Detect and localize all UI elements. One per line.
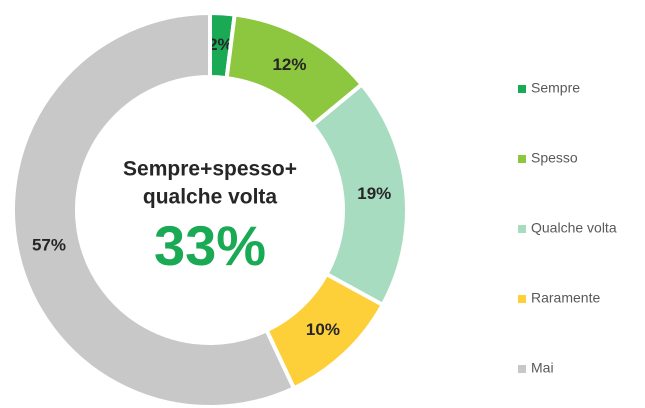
center-text: Sempre+spesso+ [123, 158, 297, 181]
data-label: 10% [306, 320, 340, 339]
data-label: 12% [272, 55, 306, 74]
legend-swatch [518, 365, 526, 373]
data-label: 2% [208, 35, 233, 54]
legend-label: Qualche volta [531, 220, 617, 236]
center-text: qualche volta [143, 186, 278, 209]
legend-label: Mai [531, 360, 554, 376]
donut-slice [11, 10, 297, 408]
data-label: 57% [32, 235, 66, 254]
legend-swatch [518, 85, 526, 93]
legend-swatch [518, 225, 526, 233]
legend-swatch [518, 295, 526, 303]
legend-label: Sempre [531, 80, 580, 96]
legend-label: Raramente [531, 290, 600, 306]
data-label: 19% [357, 184, 391, 203]
legend-swatch [518, 155, 526, 163]
center-value: 33% [154, 214, 266, 277]
legend-label: Spesso [531, 150, 578, 166]
